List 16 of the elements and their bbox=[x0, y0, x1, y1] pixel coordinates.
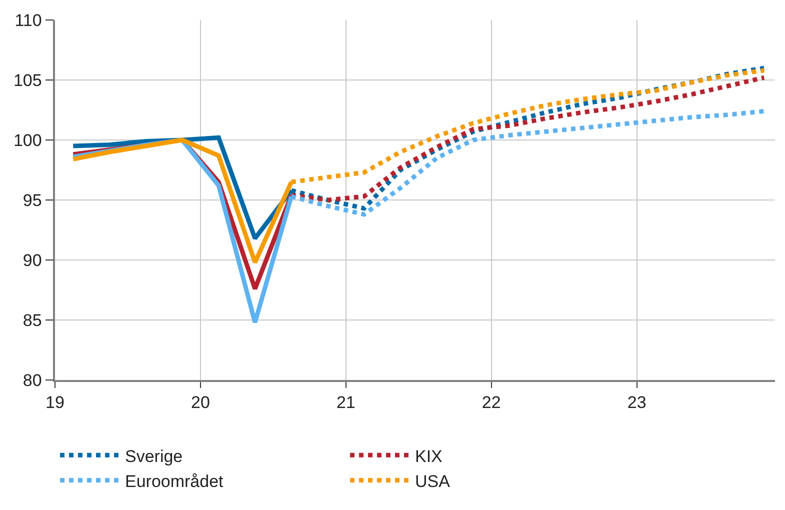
y-tick-label: 85 bbox=[22, 310, 42, 330]
y-tick-label: 100 bbox=[13, 130, 42, 150]
x-tick-label: 20 bbox=[190, 393, 210, 412]
legend-label: USA bbox=[415, 472, 451, 491]
y-tick-label: 110 bbox=[14, 10, 42, 30]
x-tick-label: 23 bbox=[627, 393, 646, 412]
x-tick-label: 21 bbox=[336, 393, 356, 412]
y-tick-label: 90 bbox=[22, 250, 42, 270]
legend-label: Euroområdet bbox=[125, 472, 224, 491]
x-tick-label: 19 bbox=[46, 393, 64, 412]
y-tick-label: 95 bbox=[22, 190, 42, 210]
y-tick-label: 105 bbox=[13, 70, 42, 90]
legend-label: Sverige bbox=[125, 446, 183, 466]
y-tick-label: 80 bbox=[22, 370, 42, 390]
legend-label: KIX bbox=[415, 446, 442, 466]
x-tick-label: 22 bbox=[482, 393, 501, 412]
